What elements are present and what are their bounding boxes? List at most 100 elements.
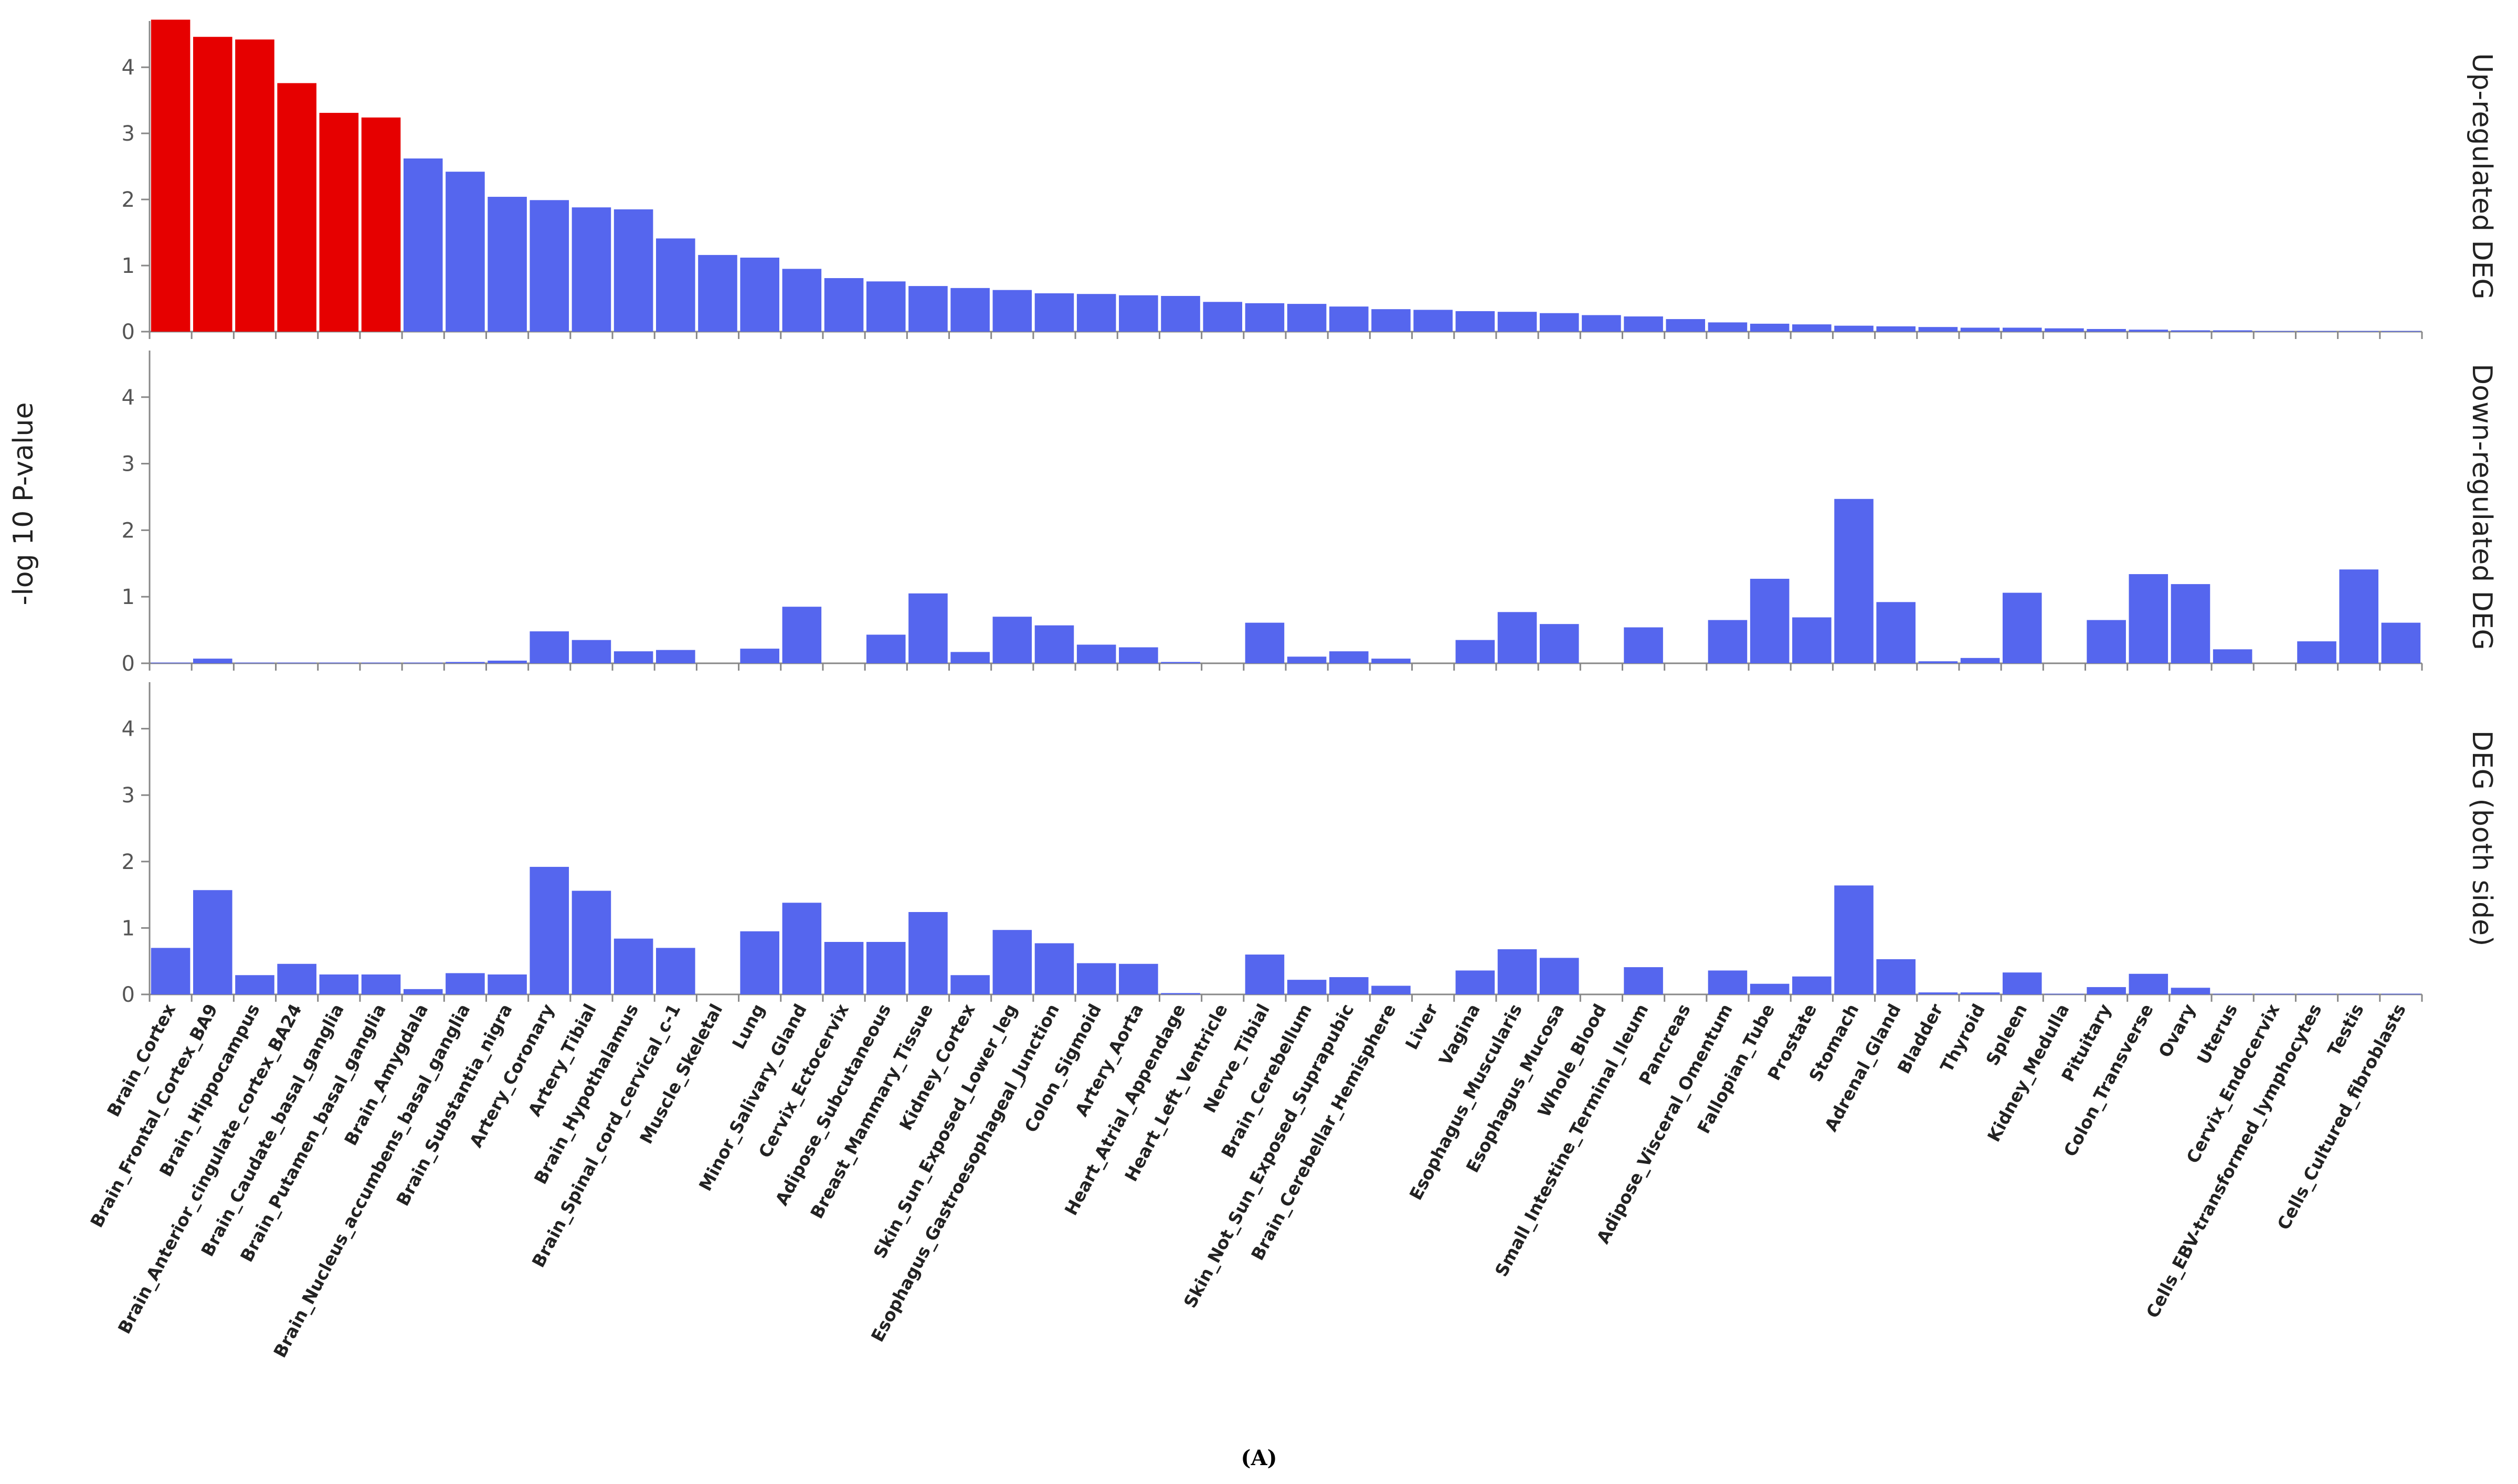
bar: [446, 973, 485, 994]
y-tick-label: 1: [122, 916, 135, 940]
bar: [908, 912, 948, 994]
x-category-label: Brain_Nucleus_accumbens_basal_ganglia: [269, 1000, 474, 1361]
bar: [403, 158, 443, 332]
bar: [1119, 647, 1158, 663]
bar: [1245, 622, 1285, 663]
x-category-label: Testis: [2323, 1000, 2368, 1059]
x-category-label: Liver: [1401, 1000, 1442, 1053]
bar: [1413, 310, 1453, 332]
bar: [2381, 622, 2421, 663]
bar: [698, 255, 737, 332]
y-tick-label: 4: [122, 717, 135, 741]
bar: [866, 281, 906, 332]
y-tick-label: 0: [122, 320, 135, 344]
y-tick-label: 3: [122, 122, 135, 146]
bar: [2129, 973, 2168, 994]
bar: [1119, 963, 1158, 994]
y-tick-label: 2: [122, 188, 135, 212]
bar: [1161, 295, 1200, 332]
bar: [1834, 885, 1874, 994]
bar: [1371, 659, 1411, 663]
bar: [1624, 316, 1663, 332]
bar: [1750, 323, 1790, 332]
bar: [1834, 499, 1874, 663]
bar: [2213, 330, 2252, 332]
bar: [1497, 312, 1537, 332]
y-tick-label: 0: [122, 983, 135, 1007]
bar: [992, 930, 1032, 994]
bar: [319, 113, 359, 332]
bar: [1076, 963, 1116, 994]
figure-caption: (A): [1241, 1446, 1277, 1470]
bar: [1624, 967, 1663, 994]
bar: [1876, 959, 1916, 994]
bar: [2087, 328, 2126, 332]
bar: [530, 631, 569, 663]
bar: [1539, 958, 1579, 994]
bar: [403, 989, 443, 994]
bar: [2129, 330, 2168, 332]
panel-0: 0 1 2 3 4 Up-regulated DEG: [122, 19, 2498, 344]
bar: [488, 660, 527, 663]
x-category-label: Ovary: [2154, 1000, 2199, 1061]
bar: [1034, 943, 1074, 994]
bar: [1245, 955, 1285, 994]
y-tick-label: 1: [122, 254, 135, 278]
y-tick-label: 3: [122, 452, 135, 476]
y-axis-label: -log 10 P-value: [8, 402, 39, 606]
panel-title: Up-regulated DEG: [2466, 53, 2498, 299]
bar: [1287, 980, 1327, 994]
bar: [656, 650, 695, 663]
bar: [488, 197, 527, 332]
panel-1: 0 1 2 3 4 Down-regulated DEG: [122, 351, 2498, 676]
bar: [1119, 295, 1158, 332]
bar: [1076, 294, 1116, 332]
bar: [2381, 331, 2421, 332]
bar: [2297, 641, 2336, 663]
bar: [1792, 617, 1832, 663]
bar: [2339, 569, 2379, 663]
bar: [2171, 330, 2210, 332]
bar: [866, 634, 906, 663]
y-tick-label: 4: [122, 56, 135, 80]
bar: [2045, 328, 2084, 332]
bar: [1918, 661, 1958, 663]
bar: [950, 652, 990, 663]
bar: [2002, 592, 2042, 663]
bar: [782, 903, 822, 994]
bar: [1876, 326, 1916, 332]
y-tick-label: 3: [122, 783, 135, 808]
bar: [193, 659, 232, 663]
bar: [2129, 574, 2168, 663]
bar: [1329, 306, 1369, 332]
bar: [1918, 327, 1958, 332]
bar: [319, 974, 359, 994]
bar: [1792, 324, 1832, 332]
bar: [613, 651, 653, 663]
bar: [908, 593, 948, 663]
bar: [1371, 309, 1411, 332]
bar: [1455, 970, 1495, 994]
bar: [572, 640, 611, 663]
bar: [1161, 662, 1200, 663]
bar: [1455, 311, 1495, 332]
bar: [1539, 624, 1579, 663]
bar: [740, 649, 779, 663]
x-category-label: Colon_Sigmoid: [1020, 1000, 1105, 1136]
y-tick-label: 1: [122, 585, 135, 609]
bar: [1876, 602, 1916, 663]
bar: [1034, 625, 1074, 663]
bar: [2255, 331, 2294, 332]
bar: [1539, 313, 1579, 332]
bar: [1708, 620, 1748, 663]
bar: [1455, 640, 1495, 663]
panel-2: 0 1 2 3 4 DEG (both side): [122, 682, 2498, 1007]
bar: [193, 890, 232, 994]
bar: [488, 974, 527, 994]
bar: [361, 117, 401, 332]
bar: [2002, 327, 2042, 332]
x-category-label: Adrenal_Gland: [1821, 1000, 1905, 1135]
bar: [1329, 651, 1369, 663]
bar: [2171, 584, 2210, 663]
